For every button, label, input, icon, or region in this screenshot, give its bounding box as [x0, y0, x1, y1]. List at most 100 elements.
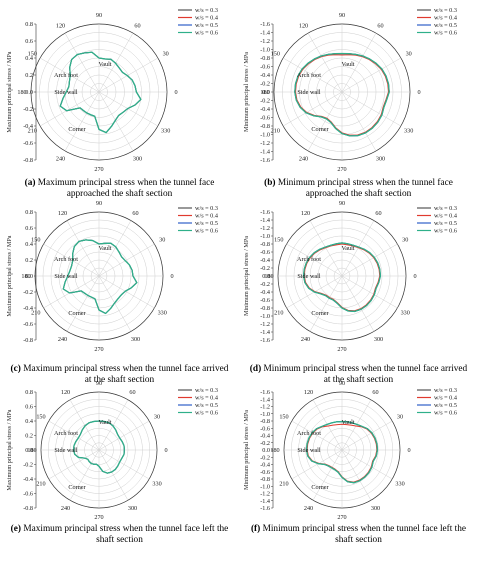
grid-spoke	[98, 32, 134, 93]
caption-c: (c) Maximum principal stress when the tu…	[2, 364, 237, 386]
angle-label: 30	[159, 237, 165, 244]
series-line-4	[302, 242, 382, 313]
angle-label: 180	[17, 89, 26, 96]
series-line-4	[59, 51, 142, 134]
radial-tick-label: 0.4	[25, 241, 33, 248]
grid-spoke	[98, 220, 132, 277]
radial-tick-label: -0.6	[260, 249, 270, 256]
radial-tick-label: -1.4	[260, 396, 270, 403]
legend-label-4: w/s = 0.6	[195, 410, 218, 417]
y-axis-label: Minimum principal stress / MPa	[243, 52, 250, 132]
grid-spoke	[39, 57, 100, 93]
legend-label-1: w/s = 0.3	[434, 387, 457, 394]
legend-label-3: w/s = 0.5	[195, 220, 218, 227]
legend-label-4: w/s = 0.6	[434, 30, 457, 37]
radial-tick-label: 0.2	[25, 257, 33, 264]
angle-label: 210	[28, 128, 37, 135]
legend-label-1: w/s = 0.3	[195, 7, 218, 14]
caption-line-b-1: Minimum principal stress when the tunnel…	[277, 178, 453, 188]
angle-label: 90	[339, 200, 345, 207]
radial-tick-label: 0.0	[262, 89, 270, 96]
angle-label: 330	[152, 481, 161, 488]
angle-label: 300	[133, 156, 142, 163]
caption-d: (d) Minimum principal stress when the tu…	[241, 364, 476, 386]
region-label: Side wall	[297, 273, 320, 280]
caption-letter-e: (e)	[10, 524, 21, 534]
angle-label: 330	[158, 310, 167, 317]
angle-label: 240	[56, 156, 65, 163]
radial-tick-label: 0.8	[25, 21, 33, 28]
radial-tick-label: -0.2	[23, 462, 33, 469]
region-label: Corner	[311, 310, 328, 317]
grid-spoke	[341, 243, 398, 277]
radial-tick-label: -0.8	[23, 337, 33, 344]
grid-spoke	[98, 449, 129, 501]
angle-label: 60	[372, 389, 378, 396]
angle-label: 30	[402, 237, 408, 244]
region-label: Arch foot	[54, 256, 78, 263]
grid-spoke	[48, 420, 100, 451]
legend-label-4: w/s = 0.6	[195, 228, 218, 235]
angle-label: 120	[301, 210, 310, 217]
radial-tick-label: 0.0	[25, 447, 33, 454]
angle-label: 30	[406, 51, 412, 58]
angle-label: 150	[28, 51, 37, 58]
caption-letter-c: (c)	[10, 364, 21, 374]
angle-label: 180	[21, 273, 30, 280]
radial-tick-label: -0.4	[260, 257, 270, 264]
angle-label: 270	[337, 166, 346, 173]
grid-spoke	[291, 449, 343, 480]
angle-label: 240	[61, 505, 70, 512]
angle-label: 150	[274, 237, 283, 244]
angle-label: 210	[279, 481, 288, 488]
angle-label: 180	[264, 273, 273, 280]
caption-line-a-1: Maximum principal stress when the tunnel…	[37, 178, 215, 188]
angle-label: 330	[395, 481, 404, 488]
radial-tick-label: 0.2	[25, 72, 33, 79]
radial-tick-label: -1.4	[260, 498, 270, 505]
radial-tick-label: -1.6	[260, 389, 270, 396]
region-label: Vault	[341, 61, 354, 68]
radial-tick-label: -0.2	[23, 106, 33, 113]
angle-label: 270	[337, 346, 346, 353]
grid-spoke	[43, 275, 100, 309]
angle-label: 240	[301, 336, 310, 343]
angle-label: 30	[397, 414, 403, 421]
grid-spoke	[291, 420, 343, 451]
radial-tick-label: -1.6	[260, 209, 270, 216]
angle-label: 180	[270, 447, 279, 454]
series-line-4	[72, 420, 126, 474]
angle-label: 240	[58, 336, 67, 343]
caption-letter-f: (f)	[250, 524, 261, 534]
angle-label: 210	[36, 481, 45, 488]
grid-spoke	[341, 57, 402, 93]
region-label: Arch foot	[297, 256, 321, 263]
grid-spoke	[282, 91, 343, 127]
radial-tick-label: -1.4	[260, 217, 270, 224]
region-label: Arch foot	[297, 430, 321, 437]
radial-tick-label: 0.4	[25, 418, 33, 425]
grid-spoke	[341, 275, 398, 309]
grid-spoke	[64, 91, 100, 152]
grid-spoke	[309, 275, 343, 332]
angle-label: 90	[96, 200, 102, 207]
caption-e: (e) Maximum principal stress when the tu…	[2, 524, 237, 546]
polar-chart-e: 0 30 60 90 120 150 180 210 240 270 300 330 0.8 0.6 0.4…	[6, 380, 218, 521]
legend-label-2: w/s = 0.4	[434, 213, 457, 220]
legend-label-3: w/s = 0.5	[434, 220, 457, 227]
caption-letter-d: (d)	[249, 364, 262, 374]
angle-label: 270	[94, 514, 103, 521]
region-label: Corner	[311, 126, 328, 133]
radial-tick-label: -1.4	[260, 149, 270, 156]
grid-spoke	[341, 91, 377, 152]
grid-spoke	[98, 91, 159, 127]
radial-tick-label: 0.0	[25, 89, 33, 96]
grid-spoke	[341, 420, 393, 451]
grid-spoke	[341, 32, 377, 93]
grid-spoke	[98, 420, 150, 451]
angle-label: 300	[131, 336, 140, 343]
radial-tick-label: -0.2	[260, 281, 270, 288]
caption-line-b-2: approached the shaft section	[305, 189, 412, 199]
angle-label: 150	[271, 51, 280, 58]
legend-label-2: w/s = 0.4	[195, 213, 218, 220]
